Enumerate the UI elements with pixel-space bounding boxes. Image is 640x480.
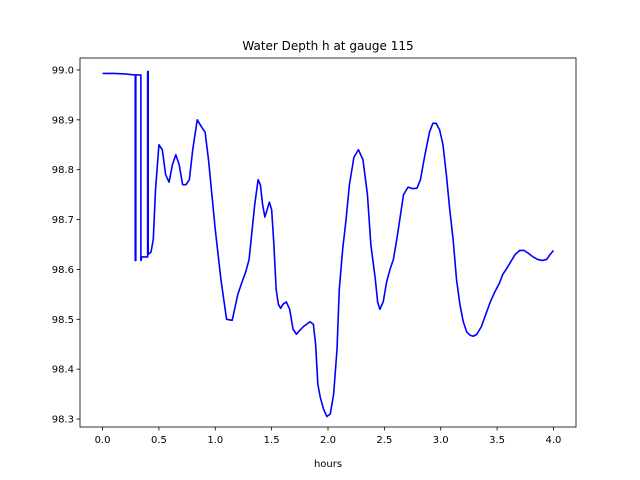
y-tick-label: 98.7 — [52, 215, 74, 226]
y-tick-label: 98.5 — [52, 315, 74, 326]
y-tick-label: 98.4 — [52, 365, 74, 376]
y-tick-label: 99.0 — [52, 65, 74, 76]
x-axis-label: hours — [314, 459, 342, 470]
y-tick-label: 98.6 — [52, 265, 74, 276]
y-tick-label: 98.3 — [52, 415, 74, 426]
x-axis: 0.0 0.5 1.0 1.5 2.0 2.5 3.0 3.5 4.0 — [95, 427, 562, 446]
y-tick-label: 98.8 — [52, 165, 74, 176]
axes-frame — [79, 57, 577, 428]
x-tick-label: 2.5 — [376, 435, 392, 446]
y-tick-label: 98.9 — [52, 115, 74, 126]
chart-title: Water Depth h at gauge 115 — [242, 39, 413, 53]
x-tick-label: 2.0 — [320, 435, 336, 446]
x-tick-label: 0.5 — [151, 435, 167, 446]
x-tick-label: 3.5 — [489, 435, 505, 446]
x-tick-label: 0.0 — [95, 435, 111, 446]
x-tick-label: 1.0 — [207, 435, 223, 446]
x-tick-label: 4.0 — [546, 435, 562, 446]
x-tick-label: 1.5 — [264, 435, 280, 446]
series-line-0 — [102, 70, 555, 418]
x-tick-label: 3.0 — [433, 435, 449, 446]
y-axis: 98.3 98.4 98.5 98.6 98.7 98.8 98.9 99.0 — [52, 65, 80, 426]
plot-area — [102, 70, 555, 418]
